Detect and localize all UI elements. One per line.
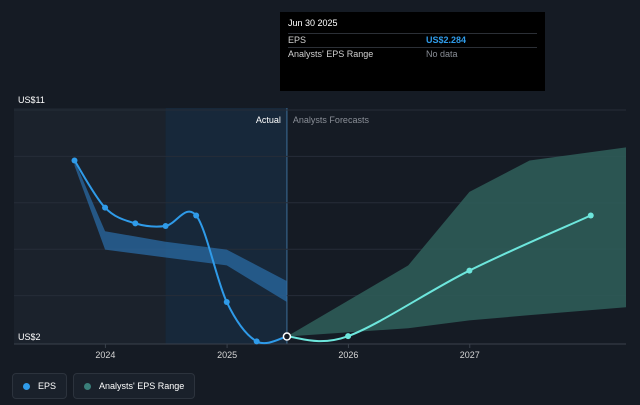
tooltip-row-range: Analysts' EPS Range No data	[288, 47, 537, 61]
y-label-top: US$11	[18, 95, 45, 105]
eps-point-actual	[282, 332, 292, 341]
eps-point-actual	[193, 212, 200, 219]
x-tick-label: 2026	[338, 350, 358, 360]
eps-point-actual	[253, 338, 260, 345]
eps-range-band-actual	[74, 160, 287, 303]
eps-point-actual	[132, 220, 139, 227]
eps-point-actual	[71, 157, 78, 164]
eps-points	[71, 157, 594, 345]
tooltip-range-label: Analysts' EPS Range	[288, 49, 374, 59]
y-label-bottom: US$2	[18, 332, 41, 342]
legend-range-dot-icon	[84, 382, 92, 390]
plot-background	[14, 108, 288, 344]
tooltip-eps-value: US$2.284	[426, 35, 467, 45]
highlight-region-shade	[165, 108, 287, 344]
legend: EPS Analysts' EPS Range	[12, 373, 196, 399]
eps-range-band-forecast	[286, 147, 626, 337]
legend-eps-dot-icon	[23, 382, 30, 390]
eps-point-actual	[102, 204, 109, 211]
forecast-label: Analysts Forecasts	[293, 115, 370, 125]
tooltip-row-eps: EPS US$2.284	[288, 33, 537, 47]
tooltip: Jun 30 2025 EPS US$2.284 Analysts' EPS R…	[280, 12, 545, 91]
eps-point-actual	[223, 299, 230, 306]
tooltip-eps-label: EPS	[288, 35, 307, 45]
eps-point-forecast	[466, 267, 473, 274]
x-tick-label: 2024	[95, 350, 115, 360]
eps-line-forecast	[286, 214, 592, 343]
eps-point-actual	[162, 223, 169, 229]
tooltip-range-value: No data	[426, 49, 458, 59]
eps-point-forecast	[587, 212, 594, 219]
legend-item-range[interactable]: Analysts' EPS Range	[73, 373, 196, 399]
legend-range-label: Analysts' EPS Range	[99, 381, 185, 391]
tooltip-date: Jun 30 2025	[288, 18, 338, 28]
axis-labels: US$11 US$2 2024 2025 2026 2027 Actual Analysts …	[18, 95, 480, 360]
actual-label: Actual	[256, 115, 281, 125]
eps-line-actual	[73, 159, 288, 345]
eps-lines	[73, 159, 592, 345]
legend-eps-label: EPS	[38, 381, 57, 391]
eps-point-forecast	[345, 333, 352, 340]
x-tick-label: 2025	[217, 350, 237, 360]
range-bands	[74, 147, 626, 337]
x-tick-label: 2027	[460, 350, 480, 360]
legend-item-eps[interactable]: EPS	[12, 373, 68, 399]
past-region-shade	[14, 108, 166, 344]
